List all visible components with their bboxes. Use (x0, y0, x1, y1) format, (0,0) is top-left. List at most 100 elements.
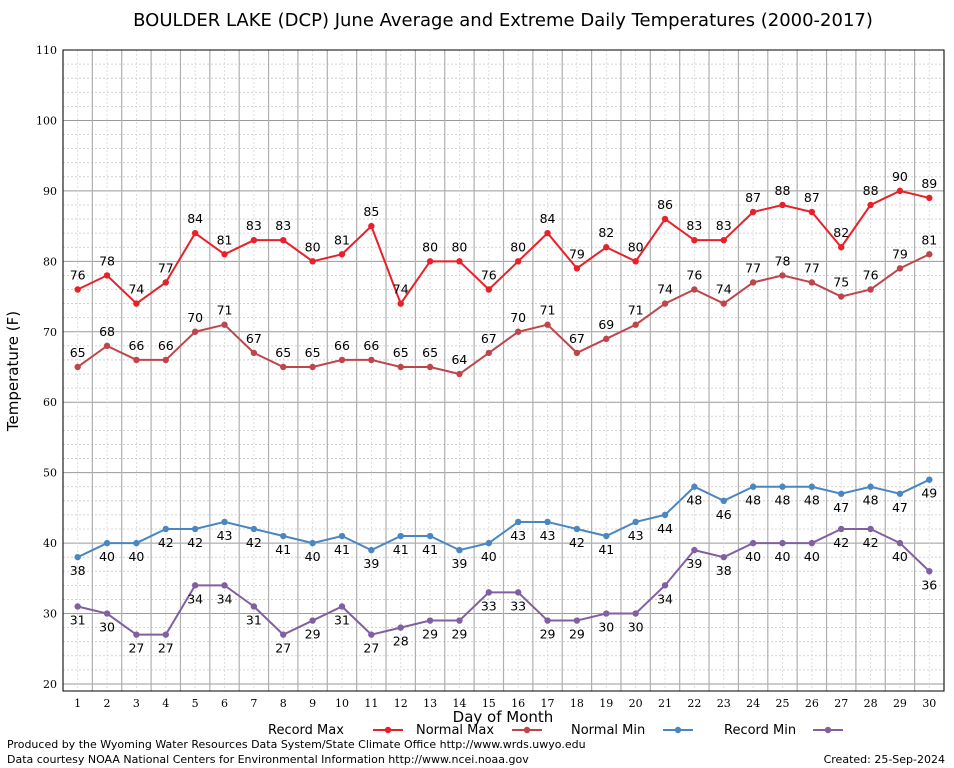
data-point (544, 229, 551, 237)
data-point (867, 483, 874, 490)
x-tick-label: 14 (452, 697, 466, 710)
data-point (632, 321, 639, 328)
footer-created-date: Created: 25-Sep-2024 (824, 753, 945, 766)
x-tick-label: 1 (74, 697, 81, 710)
data-point (926, 194, 933, 202)
data-point (74, 363, 81, 371)
data-point (485, 539, 493, 547)
data-label: 29 (305, 627, 321, 642)
data-point (573, 349, 581, 357)
data-point (485, 589, 493, 596)
data-label: 65 (393, 345, 409, 360)
data-point (749, 483, 757, 490)
data-point (514, 518, 522, 526)
data-point (779, 539, 786, 547)
x-tick-label: 18 (570, 697, 584, 710)
y-tick-labels: 20 30 40 50 60 70 80 90 100 110 (36, 44, 57, 691)
data-label: 65 (275, 345, 291, 360)
y-tick-label: 80 (43, 255, 57, 268)
x-tick-label: 2 (104, 697, 111, 710)
data-point (103, 610, 111, 617)
data-label: 40 (99, 549, 115, 564)
data-point (338, 251, 346, 258)
data-label: 74 (393, 282, 409, 297)
data-label: 74 (716, 282, 732, 297)
data-label: 70 (510, 310, 526, 325)
x-tick-label: 21 (658, 697, 672, 710)
data-point (133, 539, 140, 547)
data-label: 81 (334, 232, 350, 247)
data-label: 88 (863, 183, 879, 198)
data-label: 71 (540, 303, 556, 318)
x-tick-label: 9 (309, 697, 316, 710)
data-label: 27 (128, 641, 144, 656)
data-label: 88 (775, 183, 791, 198)
x-tick-label: 27 (834, 697, 848, 710)
data-label: 48 (863, 493, 879, 508)
data-point (926, 568, 933, 575)
x-tick-label: 3 (133, 697, 140, 710)
x-tick-label: 23 (717, 697, 731, 710)
data-label: 66 (128, 338, 144, 353)
data-label: 33 (481, 598, 497, 613)
data-point (573, 617, 581, 624)
data-point (603, 335, 610, 343)
data-point (456, 617, 463, 624)
data-label: 78 (99, 253, 115, 268)
data-point (368, 356, 375, 364)
data-point (456, 258, 463, 265)
data-point (426, 532, 434, 540)
data-label: 77 (745, 260, 761, 275)
legend-label: Record Min (724, 723, 796, 738)
data-label: 29 (422, 627, 438, 642)
data-point (720, 236, 727, 244)
data-point (661, 215, 669, 223)
data-point (867, 201, 874, 209)
data-label: 41 (598, 542, 614, 557)
data-point (808, 539, 816, 547)
data-label: 40 (481, 549, 497, 564)
data-point (514, 258, 522, 265)
data-label: 31 (70, 612, 86, 627)
data-point (74, 603, 81, 610)
data-label: 30 (628, 620, 644, 635)
data-point (544, 321, 551, 328)
data-point (779, 272, 786, 279)
data-label: 81 (217, 232, 233, 247)
data-label: 80 (628, 239, 644, 254)
data-label: 76 (686, 267, 702, 282)
data-label: 69 (598, 317, 614, 332)
data-point (103, 342, 111, 350)
x-tick-label: 28 (864, 697, 878, 710)
data-point (426, 258, 434, 265)
data-label: 49 (921, 486, 937, 501)
x-tick-label: 4 (162, 697, 169, 710)
data-label: 48 (775, 493, 791, 508)
data-point (103, 272, 111, 279)
data-point (661, 582, 669, 589)
data-label: 43 (510, 528, 526, 543)
x-tick-labels: 1 2 3 4 5 6 7 8 9 10 11 12 13 14 15 16 17 18 19 20 21 22 23 24 2… (74, 697, 936, 710)
data-label: 67 (481, 331, 497, 346)
data-point (867, 286, 874, 293)
x-tick-label: 25 (775, 697, 789, 710)
data-label: 76 (70, 267, 86, 282)
data-label: 41 (393, 542, 409, 557)
data-point (397, 624, 404, 631)
data-label: 77 (804, 260, 820, 275)
data-point (838, 244, 845, 251)
data-point (720, 497, 727, 505)
data-point (338, 532, 346, 540)
data-point (309, 539, 316, 547)
data-point (250, 603, 258, 610)
data-point (221, 321, 228, 328)
x-tick-label: 16 (511, 697, 525, 710)
y-axis-label: Temperature (F) (4, 311, 22, 432)
legend-marker (523, 726, 531, 734)
legend-marker (674, 726, 682, 734)
data-label: 89 (921, 176, 937, 191)
data-point (544, 617, 551, 624)
data-label: 87 (745, 190, 761, 205)
data-label: 76 (863, 267, 879, 282)
data-point (309, 363, 316, 371)
